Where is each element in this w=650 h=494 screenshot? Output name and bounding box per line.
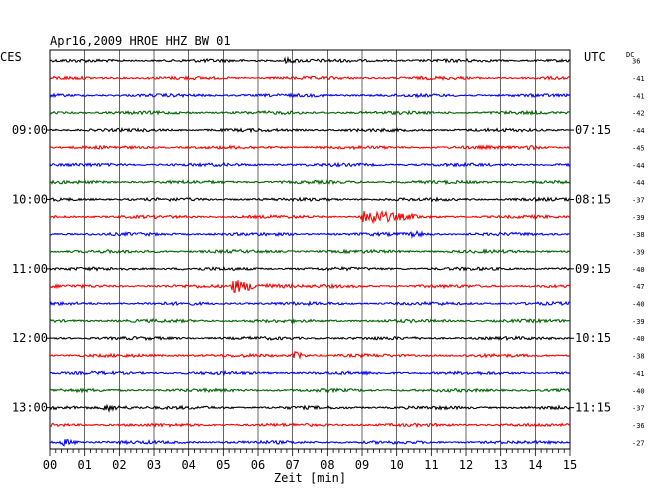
x-tick-label: 00	[43, 458, 57, 472]
chart-title: Apr16,2009 HROE HHZ BW 01	[50, 34, 231, 48]
trace-line-row-14	[49, 300, 571, 307]
dc-offset-label: -40	[632, 387, 645, 395]
trace-line-row-16	[49, 335, 571, 342]
left-hour-label: 09:00	[12, 123, 48, 137]
trace-line-row-7	[49, 179, 571, 186]
right-hour-label: 11:15	[575, 401, 611, 415]
right-hour-label: 09:15	[575, 262, 611, 276]
dc-offset-label: -38	[632, 353, 645, 361]
right-hour-label: 08:15	[575, 192, 611, 206]
x-tick-label: 06	[251, 458, 265, 472]
trace-line-row-13	[49, 280, 571, 294]
trace-line-row-10	[50, 230, 570, 239]
left-hour-label: 11:00	[12, 262, 48, 276]
trace-line-row-22	[49, 438, 571, 447]
trace-line-row-21	[49, 422, 571, 429]
trace-line-row-12	[49, 265, 570, 272]
dc-offset-label: -40	[632, 301, 645, 309]
seismic-traces	[49, 56, 571, 447]
dc-offset-label: -42	[632, 110, 645, 118]
x-tick-label: 08	[320, 458, 334, 472]
grid	[46, 49, 574, 456]
x-tick-label: 15	[563, 458, 577, 472]
right-hour-label: 10:15	[575, 331, 611, 345]
trace-line-row-11	[50, 248, 571, 255]
trace-line-row-15	[49, 317, 571, 325]
trace-line-row-3	[49, 109, 571, 116]
trace-line-row-18	[49, 369, 571, 376]
right-timezone-label: UTC	[584, 50, 606, 64]
dc-offset-label: -47	[632, 283, 645, 291]
trace-line-row-17	[49, 350, 571, 360]
trace-line-row-1	[49, 75, 570, 82]
right-hour-label: 07:15	[575, 123, 611, 137]
x-tick-label: 12	[459, 458, 473, 472]
dc-offset-label: -44	[632, 162, 645, 170]
dc-offset-label: -44	[632, 179, 645, 187]
left-hour-label: 13:00	[12, 401, 48, 415]
trace-line-row-6	[49, 161, 571, 168]
x-tick-label: 14	[528, 458, 542, 472]
dc-offset-label: 36	[632, 58, 640, 66]
dc-offset-label: -39	[632, 214, 645, 222]
x-tick-label: 13	[493, 458, 507, 472]
x-tick-label: 09	[355, 458, 369, 472]
trace-line-row-8	[49, 196, 571, 203]
x-tick-label: 02	[112, 458, 126, 472]
dc-offset-label: -40	[632, 266, 645, 274]
dc-offset-label: -41	[632, 92, 645, 100]
dc-offset-label: -41	[632, 75, 645, 83]
left-timezone-label: CES	[0, 50, 22, 64]
dc-offset-label: -39	[632, 249, 645, 257]
trace-line-row-4	[49, 127, 571, 134]
dc-offset-label: -38	[632, 231, 645, 239]
dc-offset-label: -37	[632, 405, 645, 413]
dc-column-header: DC	[626, 51, 634, 59]
dc-offset-label: -45	[632, 144, 645, 152]
trace-line-row-0	[49, 56, 571, 65]
dc-offset-label: -27	[632, 439, 645, 447]
dc-offset-label: -40	[632, 335, 645, 343]
x-tick-label: 03	[147, 458, 161, 472]
labels: Apr16,2009 HROE HHZ BW 01 CES UTC DC Zei…	[0, 34, 645, 485]
trace-line-row-2	[49, 92, 571, 99]
dc-offset-label: -41	[632, 370, 645, 378]
trace-line-row-19	[49, 387, 571, 394]
trace-line-row-5	[49, 144, 571, 151]
dc-offset-label: -44	[632, 127, 645, 135]
dc-offset-label: -36	[632, 422, 645, 430]
x-axis-label: Zeit [min]	[274, 471, 346, 485]
x-tick-label: 10	[389, 458, 403, 472]
left-hour-label: 10:00	[12, 192, 48, 206]
trace-line-row-9	[49, 210, 571, 225]
trace-line-row-20	[49, 403, 571, 413]
x-tick-label: 04	[181, 458, 195, 472]
dc-offset-label: -37	[632, 196, 645, 204]
left-hour-label: 12:00	[12, 331, 48, 345]
x-tick-label: 11	[424, 458, 438, 472]
x-tick-label: 01	[77, 458, 91, 472]
x-tick-label: 07	[285, 458, 299, 472]
dc-offset-label: -39	[632, 318, 645, 326]
x-tick-label: 05	[216, 458, 230, 472]
